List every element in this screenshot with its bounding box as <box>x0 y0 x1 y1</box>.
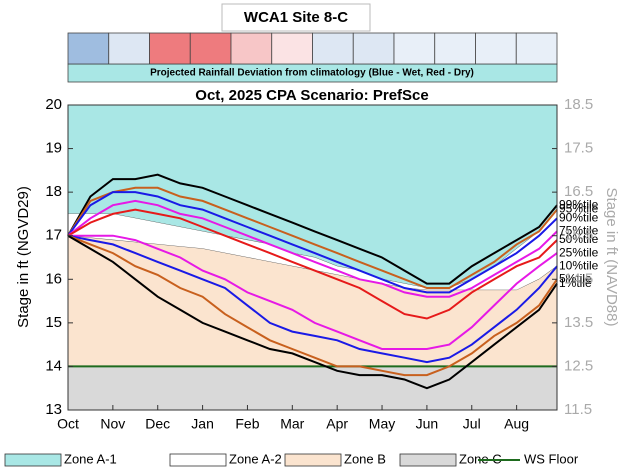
x-tick-label: Apr <box>326 416 348 432</box>
series-label: 25%tile <box>559 245 599 259</box>
legend-label: Zone C <box>459 451 502 466</box>
y2-tick-label: 12.5 <box>564 357 593 374</box>
rainfall-cell <box>312 32 354 65</box>
rainfall-cell <box>434 32 476 65</box>
series-label: 99%tile <box>559 197 599 211</box>
series-label: 90%tile <box>559 210 599 224</box>
percentile-line <box>67 234 558 364</box>
percentile-line <box>67 173 558 285</box>
chart-title: Oct, 2025 CPA Scenario: PrefSce <box>195 87 428 104</box>
series-label: 5%tile <box>559 271 592 285</box>
percentile-line <box>67 186 558 289</box>
legend-label: Zone A-2 <box>229 451 282 466</box>
x-tick-label: Mar <box>280 416 304 432</box>
y-tick-label: 16 <box>45 270 62 287</box>
zone <box>68 105 557 288</box>
rainfall-cell <box>149 32 191 65</box>
series-label: 50%tile <box>559 232 599 246</box>
rainfall-cell <box>352 32 395 65</box>
header-box <box>221 3 371 32</box>
x-tick-label: Aug <box>504 416 529 432</box>
y-tick-label: 13 <box>45 401 62 418</box>
x-tick-label: May <box>369 416 395 432</box>
zone <box>68 209 557 291</box>
x-tick-label: Jan <box>191 416 214 432</box>
rainfall-cell <box>67 32 110 65</box>
legend-label: WS Floor <box>524 451 579 466</box>
legend-swatch <box>169 453 227 467</box>
zone <box>68 366 557 410</box>
series-label: 95%tile <box>559 202 599 216</box>
percentile-line <box>67 208 558 320</box>
y-axis-title: Stage in ft (NGVD29) <box>15 186 32 328</box>
percentile-line <box>67 199 558 298</box>
rainfall-label: Projected Rainfall Deviation from climat… <box>150 68 474 79</box>
legend-label: Zone A-1 <box>64 451 117 466</box>
x-tick-label: Jun <box>416 416 439 432</box>
rainfall-cell <box>393 32 436 65</box>
y-tick-label: 17 <box>45 227 62 244</box>
percentile-line <box>68 234 558 350</box>
x-tick-label: Jul <box>463 416 481 432</box>
zone <box>68 235 557 367</box>
y2-tick-label: 13.5 <box>564 314 593 331</box>
y2-tick-label: 17.5 <box>564 140 593 157</box>
legend-swatch <box>399 453 457 467</box>
rainfall-cell <box>515 32 558 65</box>
series-label: 1%tile <box>559 276 592 290</box>
rainfall-cell <box>271 32 313 65</box>
series-label: 10%tile <box>559 258 599 272</box>
legend-swatch <box>4 453 62 467</box>
percentile-line <box>67 234 558 390</box>
y-tick-label: 15 <box>45 314 62 331</box>
y2-tick-label: 11.5 <box>564 401 592 418</box>
percentile-line <box>67 234 558 377</box>
y2-tick-label: 15.5 <box>564 227 593 244</box>
rainfall-cell <box>230 32 273 65</box>
percentile-line <box>67 191 558 294</box>
y2-tick-label: 16.5 <box>564 183 593 200</box>
x-tick-label: Nov <box>100 416 125 432</box>
plot-frame <box>67 104 558 411</box>
rainfall-cell <box>189 32 232 65</box>
x-tick-label: Feb <box>235 416 259 432</box>
y-tick-label: 20 <box>45 96 62 113</box>
y2-tick-label: 18.5 <box>564 96 593 113</box>
series-label: 75%tile <box>559 224 599 238</box>
y-tick-label: 14 <box>45 357 62 374</box>
header: WCA1 Site 8-C <box>244 9 348 26</box>
legend-swatch <box>284 453 342 467</box>
y-tick-label: 18 <box>45 183 62 200</box>
x-tick-label: Oct <box>57 416 79 432</box>
rainfall-cell <box>108 32 150 65</box>
x-tick-label: Dec <box>145 416 170 432</box>
rainfall-cell <box>475 32 517 65</box>
legend-label: Zone B <box>344 451 386 466</box>
y-tick-label: 19 <box>45 140 62 157</box>
y2-axis-title: Stage in ft (NAVD88) <box>603 188 620 327</box>
y2-tick-label: 14.5 <box>564 270 593 287</box>
